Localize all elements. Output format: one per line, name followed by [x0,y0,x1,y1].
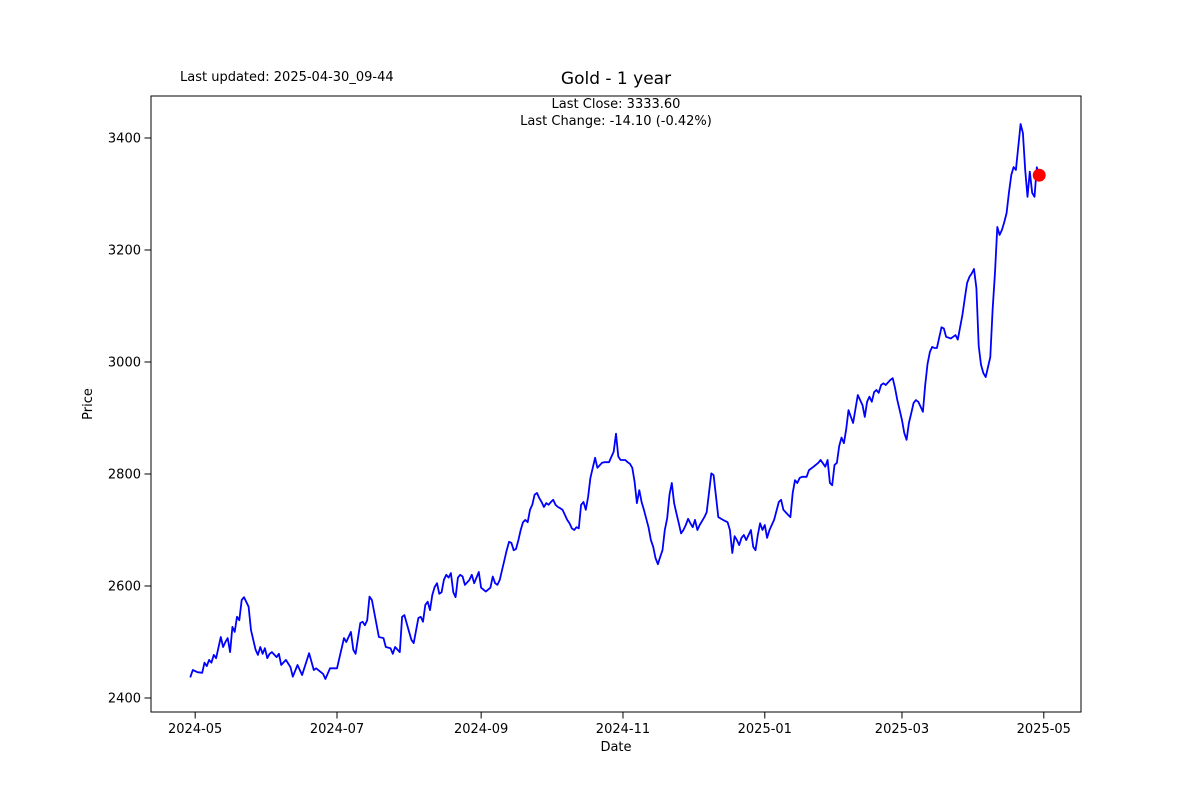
y-tick-label: 2800 [108,468,141,483]
price-line [189,123,1041,680]
x-tick-label: 2024-05 [168,722,222,737]
x-tick-label: 2025-03 [875,722,929,737]
x-axis-ticks: 2024-05 2024-07 2024-09 2024-11 2025-01 2025-… [168,712,1071,737]
y-axis-ticks: 2400 2600 2800 3000 3200 3400 [108,132,151,707]
x-tick-label: 2024-11 [596,722,650,737]
y-axis-label: Price [81,388,96,420]
plot-frame [150,95,1082,713]
chart-subtitle-last-change: Last Change: -14.10 (-0.42%) [520,114,712,129]
y-tick-label: 3400 [108,132,141,147]
y-tick-label: 2600 [108,580,141,595]
last-updated-annotation: Last updated: 2025-04-30_09-44 [180,70,394,85]
y-tick-label: 2400 [108,692,141,707]
x-axis-label: Date [600,740,631,755]
x-tick-label: 2025-05 [1017,722,1071,737]
chart-title: Gold - 1 year [561,69,671,89]
chart-subtitle-last-close: Last Close: 3333.60 [552,97,681,112]
last-price-marker [1032,168,1046,182]
x-tick-label: 2025-01 [738,722,792,737]
x-tick-label: 2024-09 [454,722,508,737]
y-tick-label: 3200 [108,244,141,259]
y-tick-label: 3000 [108,356,141,371]
x-tick-label: 2024-07 [310,722,364,737]
